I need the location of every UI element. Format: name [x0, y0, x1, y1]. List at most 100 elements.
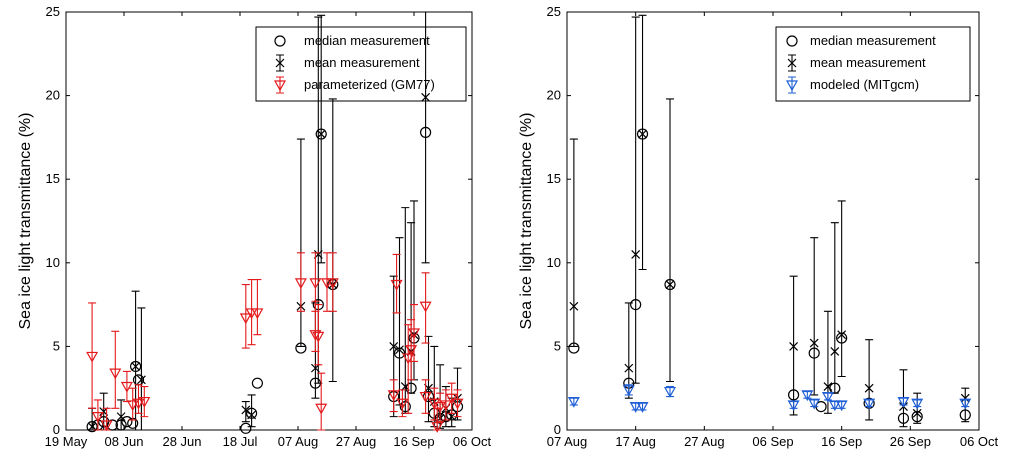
left-errorbar	[111, 330, 120, 409]
left-x-tick-label: 07 Aug	[278, 434, 319, 449]
right-y-tick-label: 20	[547, 88, 561, 103]
left-point-triangle	[100, 420, 113, 432]
right-point-triangle	[567, 396, 580, 408]
left-y-tick-label: 10	[46, 255, 60, 270]
left-point-triangle	[86, 351, 99, 363]
left-errorbar	[93, 399, 102, 431]
right-errorbar	[810, 399, 819, 408]
right-legend: median measurement mean measurement mode…	[775, 26, 971, 102]
right-errorbar	[631, 16, 640, 384]
right-legend-x-icon	[787, 58, 797, 68]
right-y-tick-label: 10	[547, 255, 561, 270]
right-errorbar	[789, 401, 798, 409]
left-errorbar	[328, 98, 337, 383]
left-series-2	[86, 252, 464, 433]
left-point-triangle	[120, 381, 133, 393]
right-point-x	[631, 250, 641, 259]
left-point-triangle	[390, 279, 403, 291]
left-errorbar	[436, 392, 445, 423]
left-point-triangle	[419, 301, 432, 313]
right-x-tick-label: 27 Aug	[684, 434, 725, 449]
right-point-x	[823, 382, 833, 391]
right-errorbar	[810, 237, 819, 396]
right-point-x	[912, 408, 922, 418]
right-point-x	[864, 383, 874, 393]
left-point-x	[247, 410, 257, 420]
left-errorbar	[441, 389, 450, 421]
right-point-x	[569, 301, 579, 311]
left-legend: median measurement mean measurement para…	[255, 26, 467, 102]
left-errorbar	[447, 382, 456, 414]
left-errorbar	[317, 372, 326, 431]
left-point-x	[421, 92, 431, 102]
left-point-x	[395, 345, 404, 355]
right-point-triangle	[663, 386, 677, 398]
left-point-triangle	[428, 398, 441, 410]
right-legend-box	[775, 26, 971, 102]
left-y-axis-label: Sea ice light transmittance (%)	[17, 113, 34, 330]
right-errorbar	[837, 200, 846, 378]
right-point-triangle	[828, 400, 841, 412]
left-legend-label-model: parameterized (GM77)	[304, 77, 435, 92]
left-chart: Sea ice light transmittance (%) median m…	[17, 4, 492, 449]
left-errorbar	[253, 278, 262, 336]
right-x-tick-label: 06 Oct	[960, 434, 999, 449]
left-errorbar	[241, 283, 250, 349]
right-point-x	[624, 363, 634, 373]
right-errorbar	[837, 401, 846, 409]
left-legend-label-mean: mean measurement	[304, 55, 420, 70]
left-errorbar	[117, 399, 126, 431]
left-errorbar	[392, 253, 401, 314]
right-errorbar	[803, 390, 812, 399]
left-point-x	[136, 375, 146, 385]
left-point-triangle	[451, 398, 464, 410]
left-point-triangle	[431, 422, 444, 433]
right-errorbar	[666, 98, 674, 383]
left-point-triangle	[126, 400, 139, 412]
left-x-tick-label: 18 Jul	[223, 434, 258, 449]
right-series-2	[567, 384, 972, 413]
left-point-triangle	[312, 331, 325, 343]
left-point-circle	[240, 422, 252, 434]
left-legend-x-icon	[275, 58, 285, 68]
left-point-triangle	[251, 308, 264, 320]
left-point-triangle	[326, 278, 339, 290]
left-errorbar	[128, 387, 137, 421]
right-point-triangle	[801, 390, 814, 402]
right-errorbar	[865, 399, 874, 408]
left-errorbar	[317, 14, 326, 264]
left-point-triangle	[239, 313, 252, 325]
right-x-tick-label: 26 Sep	[890, 434, 931, 449]
left-errorbar	[421, 272, 430, 344]
left-point-triangle	[396, 398, 409, 410]
left-errorbar	[122, 370, 131, 403]
right-x-tick-label: 07 Aug	[547, 434, 588, 449]
left-point-triangle	[320, 278, 334, 290]
right-x-tick-label: 16 Sep	[821, 434, 862, 449]
left-point-triangle	[439, 400, 452, 412]
left-y-tick-label: 15	[46, 171, 60, 186]
left-x-tick-label: 28 Jun	[162, 434, 201, 449]
left-errorbar	[421, 11, 430, 264]
right-point-x	[837, 330, 847, 340]
left-x-tick-label: 16 Sep	[393, 434, 434, 449]
right-legend-label-median: median measurement	[810, 33, 936, 48]
left-errorbar	[88, 302, 97, 409]
right-x-tick-label: 17 Aug	[615, 434, 656, 449]
left-errorbar	[389, 379, 398, 413]
left-x-tick-label: 19 May	[45, 434, 88, 449]
left-point-triangle	[407, 328, 421, 340]
right-point-triangle	[636, 401, 649, 413]
right-y-axis-label: Sea ice light transmittance (%)	[518, 113, 535, 330]
right-point-x	[789, 341, 799, 351]
left-errorbar	[241, 401, 250, 423]
left-point-triangle	[294, 278, 307, 290]
left-point-circle	[251, 377, 263, 389]
left-point-triangle	[387, 390, 400, 402]
right-y-tick-label: 0	[554, 422, 561, 437]
right-errorbar	[569, 397, 578, 406]
right-errorbar	[913, 399, 922, 408]
left-errorbar	[410, 304, 418, 362]
left-errorbar	[247, 394, 256, 428]
left-y-tick-label: 5	[53, 338, 60, 353]
